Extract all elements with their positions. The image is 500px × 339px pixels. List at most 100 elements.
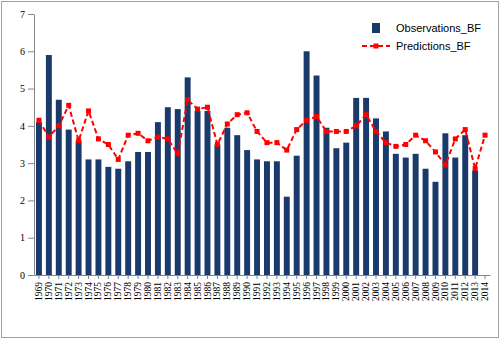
x-tick-label: 1997 (312, 282, 322, 301)
marker (185, 97, 190, 102)
y-tick-label: 2 (20, 195, 25, 206)
x-tick: 2013 (470, 275, 480, 301)
y-tick-mark (28, 14, 34, 15)
marker (235, 112, 240, 117)
bar (214, 145, 220, 276)
marker (36, 118, 41, 123)
marker (403, 142, 408, 147)
bar (442, 133, 448, 275)
y-tick-mark (28, 89, 34, 90)
x-tick-mark (98, 275, 99, 279)
x-tick: 2011 (450, 275, 460, 301)
marker (413, 133, 418, 138)
bar (433, 182, 439, 275)
chart-border (2, 2, 499, 338)
y-tick: 1 (20, 232, 34, 243)
x-tick: 2007 (411, 275, 421, 301)
y-tick-mark (28, 51, 34, 52)
x-tick: 1985 (193, 275, 203, 301)
x-tick-label: 2010 (440, 282, 450, 301)
y-tick: 7 (20, 9, 34, 20)
x-tick-mark (138, 275, 139, 279)
marks (36, 51, 488, 275)
y-tick-label: 3 (20, 158, 25, 169)
marker (106, 142, 111, 147)
x-tick-mark (227, 275, 228, 279)
marker (86, 108, 91, 113)
bar (333, 148, 339, 275)
x-tick-mark (356, 275, 357, 279)
x-tick-label: 1970 (44, 282, 54, 301)
marker (364, 112, 369, 117)
x-tick-label: 2009 (431, 282, 441, 301)
marker (46, 135, 51, 140)
marker (116, 157, 121, 162)
x-tick-label: 1989 (232, 282, 242, 301)
x-tick: 1990 (242, 275, 252, 301)
x-tick: 1969 (34, 275, 44, 301)
bar (452, 158, 458, 275)
x-tick: 2003 (371, 275, 381, 301)
x-tick-mark (435, 275, 436, 279)
x-tick-label: 1988 (222, 282, 232, 301)
marker (136, 131, 141, 136)
x-tick-mark (465, 275, 466, 279)
x-tick: 1971 (54, 275, 64, 301)
x-tick-mark (485, 275, 486, 279)
y-tick-mark (28, 163, 34, 164)
marker (304, 118, 309, 123)
bar (472, 171, 478, 275)
bar (323, 128, 329, 275)
x-tick-mark (266, 275, 267, 279)
x-tick-mark (336, 275, 337, 279)
marker (225, 121, 230, 126)
x-tick: 1986 (203, 275, 213, 301)
x-tick-label: 1991 (252, 282, 262, 301)
x-tick: 1991 (252, 275, 262, 301)
x-tick-label: 1978 (123, 282, 133, 301)
bar (393, 154, 399, 275)
x-tick-mark (177, 275, 178, 279)
marker (195, 107, 200, 112)
x-tick: 1999 (331, 275, 341, 301)
x-tick: 2006 (401, 275, 411, 301)
bar (46, 55, 52, 275)
x-tick-mark (108, 275, 109, 279)
bar (205, 111, 211, 275)
x-tick-mark (187, 275, 188, 279)
x-tick-mark (68, 275, 69, 279)
x-tick-label: 2007 (411, 282, 421, 301)
x-tick-mark (445, 275, 446, 279)
y-tick-label: 0 (20, 270, 25, 281)
plot: 0123456719691970197119721973197419751976… (20, 9, 491, 301)
x-tick-label: 1992 (262, 282, 272, 301)
marker (334, 129, 339, 134)
marker (433, 149, 438, 154)
bar (353, 98, 359, 275)
bar (234, 135, 240, 275)
x-tick-mark (148, 275, 149, 279)
marker (56, 123, 61, 128)
bar (105, 167, 111, 275)
x-tick-label: 1972 (64, 282, 74, 301)
x-tick-label: 1984 (183, 282, 193, 301)
marker (314, 114, 319, 119)
legend-label: Predictions_BF (396, 40, 471, 52)
x-tick-label: 1969 (34, 282, 44, 301)
bar (343, 143, 349, 275)
x-tick-label: 1981 (153, 282, 163, 301)
x-tick: 2010 (440, 275, 450, 301)
x-tick-mark (257, 275, 258, 279)
x-tick: 2004 (381, 275, 391, 301)
x-tick: 1972 (64, 275, 74, 301)
y-tick: 5 (20, 83, 34, 94)
x-tick: 1979 (133, 275, 143, 301)
bar (314, 76, 320, 275)
marker (205, 105, 210, 110)
x-tick-label: 2004 (381, 282, 391, 301)
y-tick-label: 7 (20, 9, 25, 20)
legend: Observations_BFPredictions_BF (362, 22, 481, 52)
x-tick-mark (128, 275, 129, 279)
x-tick: 1997 (312, 275, 322, 301)
x-tick: 1987 (212, 275, 222, 301)
